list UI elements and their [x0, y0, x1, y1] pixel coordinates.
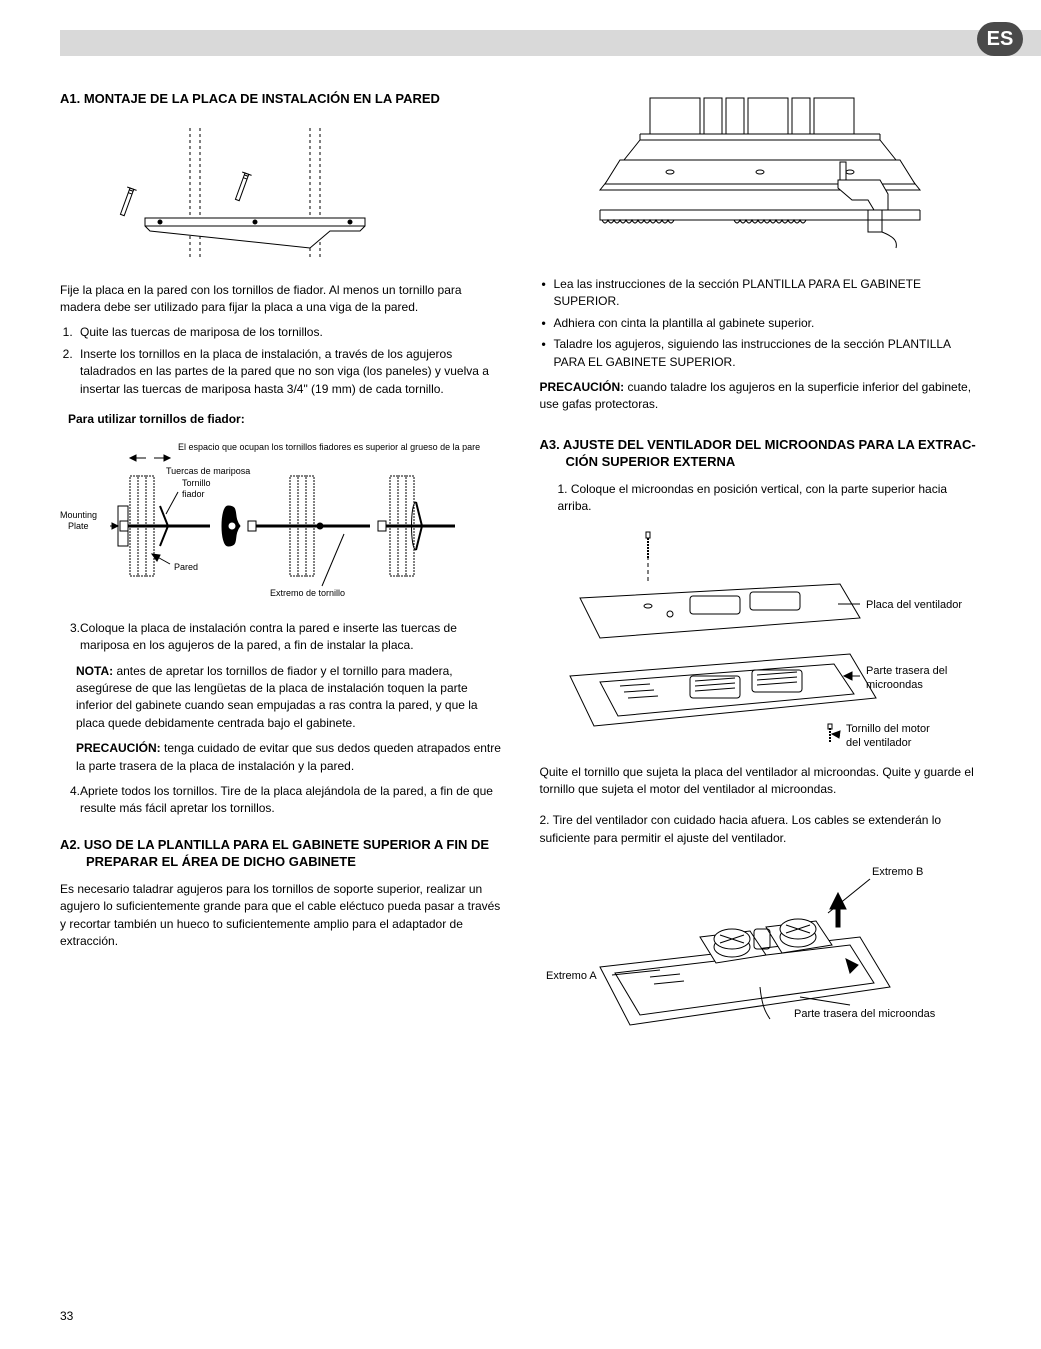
a1-figure-toggle-bolt: El espacio que ocupan los tornillos fiad…: [60, 436, 502, 606]
a3-step-2: 2. Tire del ventilador con cuidado hacia…: [540, 812, 982, 847]
fig-label-back-l2: microondas: [866, 679, 923, 691]
a1-step-3: 3.Coloque la placa de instalación contra…: [60, 620, 502, 655]
fig-label-end-b: Extremo B: [872, 866, 923, 878]
fig-label-wingnut: Tuercas de mariposa: [166, 466, 250, 476]
a1-step-4: 4.Apriete todos los tornillos. Tire de l…: [60, 783, 502, 818]
fig-label-wall: Pared: [174, 562, 198, 572]
fig-label-back-l1: Parte trasera del: [866, 665, 947, 677]
note-label: NOTA:: [76, 664, 113, 678]
a2-title: A2. USO DE LA PLANTILLA PARA EL GABINETE…: [60, 836, 502, 871]
fig-label-motor-l2: del ventilador: [846, 737, 912, 749]
fig-label-space: El espacio que ocupan los tornillos fiad…: [178, 442, 480, 452]
a1-caution: PRECAUCIÓN: tenga cuidado de evitar que …: [60, 740, 502, 775]
a2-bullet-list: Lea las instrucciones de la sección PLAN…: [540, 276, 982, 371]
fig-label-fan-plate: Placa del ventilador: [866, 599, 962, 611]
a1-step-2: Inserte los tornillos en la placa de ins…: [76, 346, 502, 398]
a1-subhead: Para utilizar tornillos de fiador:: [68, 412, 502, 426]
fig-label-toggle-l2: fiador: [182, 489, 205, 499]
caution-label-a2: PRECAUCIÓN:: [540, 380, 625, 394]
a1-intro: Fije la placa en la pared con los tornil…: [60, 282, 502, 317]
fig-label-toggle-l1: Tornillo: [182, 478, 211, 488]
page-number: 33: [60, 1309, 73, 1323]
note-body: antes de apretar los tornillos de fiador…: [76, 664, 478, 730]
fig-label-mounting-l1: Mounting: [60, 510, 97, 520]
fig-label-bolt-end: Extremo de tornillo: [270, 588, 345, 598]
fig-label-end-a: Extremo A: [546, 970, 597, 982]
a1-note: NOTA: antes de apretar los tornillos de …: [60, 663, 502, 733]
fig-label-mounting-l2: Plate: [68, 521, 89, 531]
fig-label-motor-l1: Tornillo del motor: [846, 723, 930, 735]
fig-label-back2: Parte trasera del microondas: [794, 1008, 936, 1020]
a3-title: A3. AJUSTE DEL VENTILADOR DEL MICROONDAS…: [540, 436, 982, 471]
a1-figure-wall-plate: [100, 118, 502, 268]
top-gray-bar: [60, 30, 1041, 56]
a2-caution: PRECAUCIÓN: cuando taladre los agujeros …: [540, 379, 982, 414]
a1-step-1: Quite las tuercas de mariposa de los tor…: [76, 324, 502, 341]
right-column: Lea las instrucciones de la sección PLAN…: [540, 90, 982, 1051]
left-column: A1. MONTAJE DE LA PLACA DE INSTALACIÓN E…: [60, 90, 502, 1051]
language-badge: ES: [977, 22, 1023, 56]
a2-bullet-2: Adhiera con cinta la plantilla al gabine…: [540, 315, 982, 332]
caution-label-a1: PRECAUCIÓN:: [76, 741, 161, 755]
a2-bullet-3: Taladre los agujeros, siguiendo las inst…: [540, 336, 982, 371]
a3-after-step1: Quite el tornillo que sujeta la placa de…: [540, 764, 982, 799]
a2-bullet-1: Lea las instrucciones de la sección PLAN…: [540, 276, 982, 311]
a1-title: A1. MONTAJE DE LA PLACA DE INSTALACIÓN E…: [60, 90, 502, 108]
a1-step-list: Quite las tuercas de mariposa de los tor…: [60, 324, 502, 398]
a3-figure-fan-plate: Placa del ventilador Parte trasera del m…: [540, 526, 982, 756]
a2-body: Es necesario taladrar agujeros para los …: [60, 881, 502, 951]
a3-step-1: 1. Coloque el microondas en posición ver…: [540, 481, 982, 516]
a3-figure-fan-pull: Extremo A Extremo B Parte trasera del mi…: [540, 857, 982, 1037]
a2-figure-cabinet: [580, 90, 940, 260]
